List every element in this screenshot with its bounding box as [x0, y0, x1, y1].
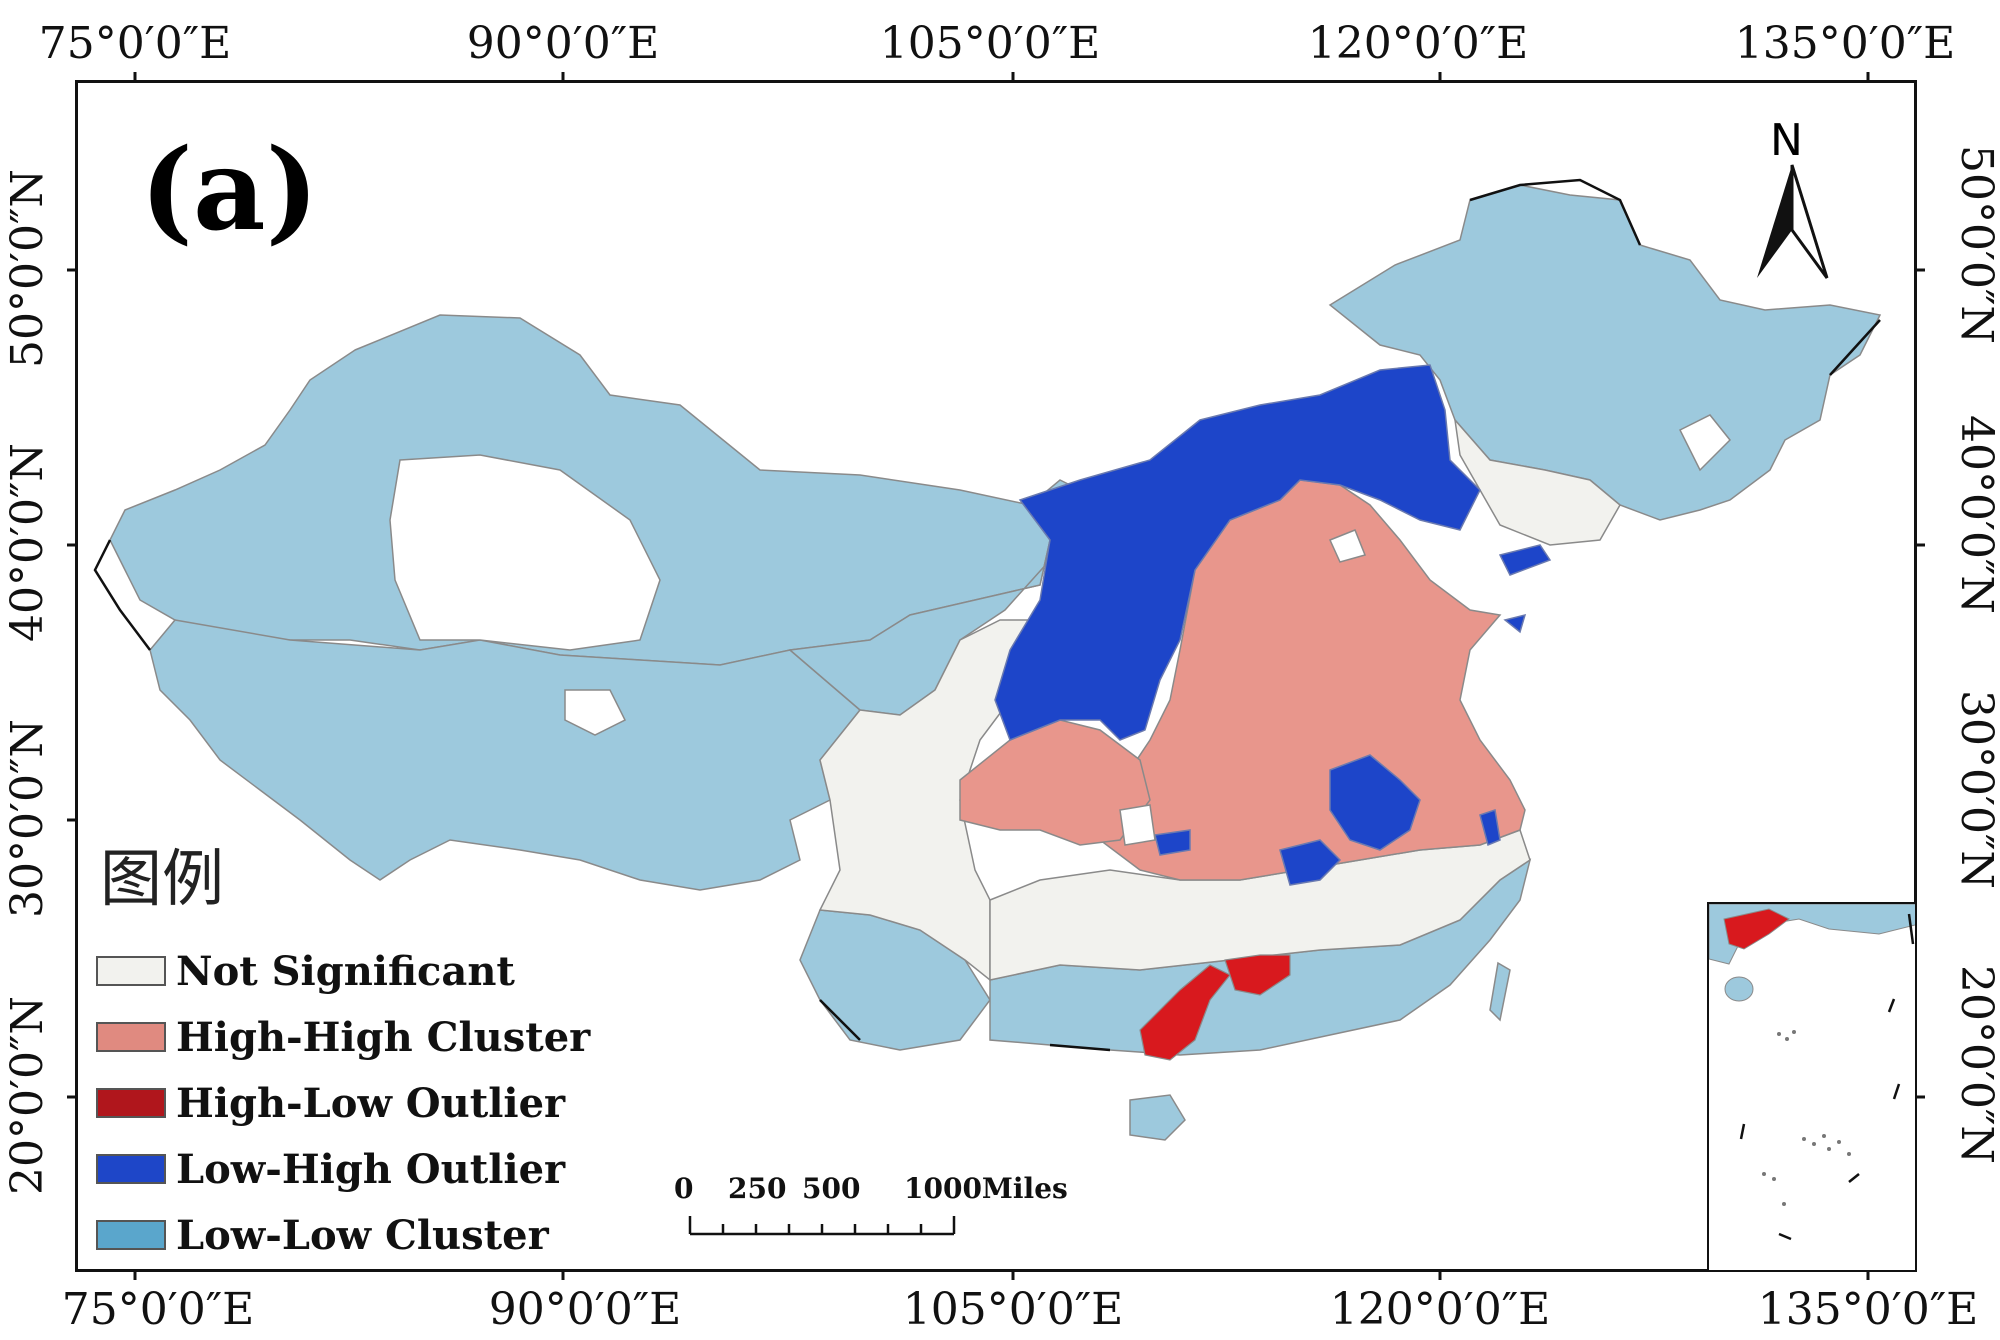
legend-label: High-High Cluster	[176, 1013, 591, 1061]
not-significant-regions	[818, 417, 1621, 982]
legend-item-high-high: High-High Cluster	[96, 1004, 590, 1070]
region-coastal-blue	[1479, 809, 1501, 847]
panel-label: (a)	[140, 125, 319, 256]
legend-label: Not Significant	[176, 947, 515, 995]
no-data-regions	[389, 414, 1732, 846]
legend-label: High-Low Outlier	[176, 1079, 566, 1127]
low-high-regions	[994, 364, 1552, 886]
legend: Not Significant High-High Cluster High-L…	[96, 938, 590, 1268]
legend-swatch	[96, 1220, 166, 1250]
inset-map	[1709, 904, 1915, 1241]
legend-swatch	[96, 1022, 166, 1052]
region-qinghai-lake	[564, 689, 627, 736]
lon-label-90-bottom: 90°0′0″E	[488, 1284, 682, 1335]
north-label: N	[1770, 115, 1803, 166]
region-inner-mongolia	[994, 364, 1481, 741]
lon-label-120-top: 120°0′0″E	[1307, 18, 1529, 69]
high-high-regions	[959, 479, 1526, 881]
lon-label-75-top: 75°0′0″E	[38, 18, 232, 69]
region-hubei-hole	[1119, 804, 1156, 846]
lon-label-105-bottom: 105°0′0″E	[902, 1284, 1124, 1335]
region-shandong-blue	[1503, 613, 1527, 634]
legend-item-low-high: Low-High Outlier	[96, 1136, 590, 1202]
region-taiwan	[1489, 961, 1511, 1022]
scale-bar-line	[688, 1216, 956, 1236]
legend-item-not-significant: Not Significant	[96, 938, 590, 1004]
region-liaoning	[1453, 417, 1621, 546]
scale-tick-label: 250	[728, 1172, 787, 1205]
high-low-regions	[1139, 954, 1291, 1061]
lon-label-135-bottom: 135°0′0″E	[1757, 1284, 1979, 1335]
south-china-sea-inset	[1707, 902, 1917, 1272]
legend-swatch	[96, 1154, 166, 1184]
legend-item-high-low: High-Low Outlier	[96, 1070, 590, 1136]
region-jiangsu-block	[1329, 754, 1421, 851]
national-boundary	[93, 178, 1881, 1052]
lon-label-75-bottom: 75°0′0″E	[61, 1284, 255, 1335]
scale-tick-label: 500	[802, 1172, 861, 1205]
legend-label: Low-Low Cluster	[176, 1211, 549, 1259]
legend-label: Low-High Outlier	[176, 1145, 566, 1193]
lon-label-105-top: 105°0′0″E	[879, 18, 1101, 69]
region-hubei-block	[1279, 839, 1342, 886]
region-hainan	[1129, 1094, 1186, 1141]
region-taklimakan	[389, 454, 661, 651]
legend-swatch	[96, 1088, 166, 1118]
scale-tick-label: 0	[674, 1172, 694, 1205]
region-chongqing-blue	[1154, 829, 1191, 856]
frame-ticks	[67, 72, 1925, 1280]
north-arrow-icon	[1757, 164, 1829, 279]
region-guangxi-red	[1139, 964, 1231, 1061]
lon-label-90-top: 90°0′0″E	[466, 18, 660, 69]
region-heilongjiang-hole	[1678, 414, 1732, 472]
region-guangdong-red	[1224, 954, 1291, 996]
lon-label-120-bottom: 120°0′0″E	[1329, 1284, 1551, 1335]
lon-label-135-top: 135°0′0″E	[1734, 18, 1956, 69]
legend-item-low-low: Low-Low Cluster	[96, 1202, 590, 1268]
legend-swatch	[96, 956, 166, 986]
region-beijing	[1328, 529, 1367, 563]
scale-tick-label: 1000Miles	[904, 1172, 1068, 1205]
legend-title: 图例	[100, 842, 225, 915]
scale-bar: 0 250 500 1000Miles	[670, 1172, 1130, 1246]
region-dalian	[1498, 544, 1552, 576]
region-tibet	[149, 619, 862, 891]
